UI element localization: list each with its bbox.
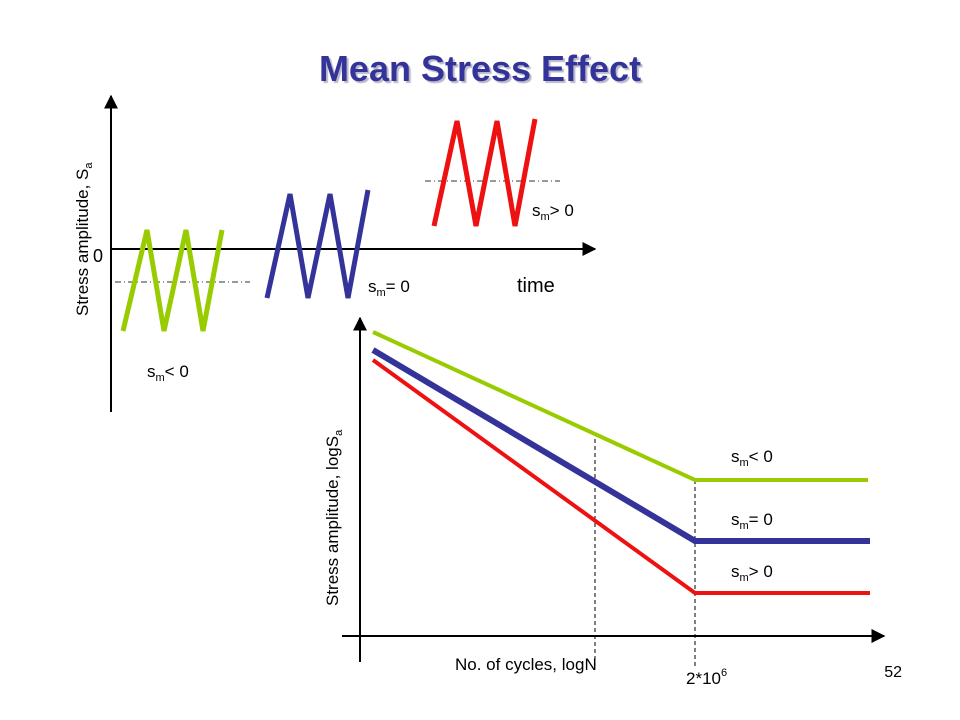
bottom-x-axis-label: No. of cycles, logN — [455, 655, 597, 674]
wave-sm-neg — [120, 229, 225, 332]
sn-curve-sm-zero — [371, 347, 870, 544]
top-label-sm-zero: sm= 0 — [368, 277, 410, 299]
bottom-label-sm-neg: sm< 0 — [731, 447, 773, 469]
bottom-y-axis-label-main: Stress amplitude, logS — [323, 436, 342, 606]
sn-curve-sm-pos — [371, 358, 870, 595]
top-y-axis-label: Stress amplitude, Sa — [73, 162, 95, 316]
time-label: time — [517, 275, 555, 297]
bottom-y-axis-label: Stress amplitude, logSa — [323, 429, 345, 606]
bottom-label-sm-pos: sm> 0 — [731, 562, 773, 584]
page-number: 52 — [884, 664, 902, 681]
top-label-sm-pos: sm> 0 — [532, 201, 574, 223]
wave-sm-zero — [264, 189, 371, 299]
bottom-label-sm-zero: sm= 0 — [731, 510, 773, 532]
top-y-axis-label-main: Stress amplitude, S — [73, 169, 92, 316]
top-label-sm-neg: sm< 0 — [147, 362, 189, 384]
slide-title: Mean Stress Effect — [318, 48, 642, 89]
origin-label: 0 — [93, 246, 103, 266]
bottom-plot: Stress amplitude, logSa No. of cycles, l… — [323, 316, 886, 688]
knee-label: 2*106 — [686, 667, 727, 688]
bottom-y-axis-label-sub: a — [333, 429, 345, 436]
top-plot: 0 Stress amplitude, Sa time sm< 0 sm= 0 — [73, 94, 597, 412]
wave-sm-pos — [431, 118, 538, 227]
sn-curve-sm-neg — [372, 330, 868, 482]
top-y-axis-label-sub: a — [83, 162, 95, 169]
